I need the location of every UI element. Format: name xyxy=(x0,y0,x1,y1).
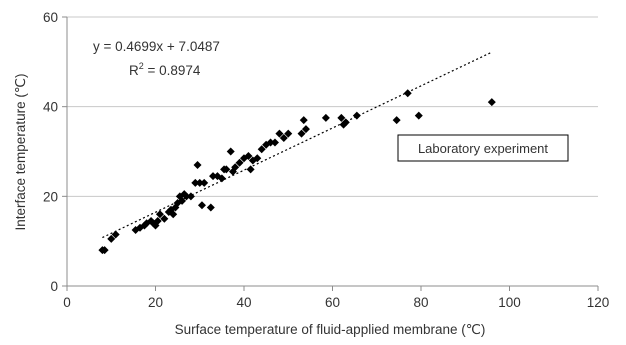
data-point xyxy=(403,89,412,98)
data-point xyxy=(270,138,279,147)
data-point xyxy=(266,138,275,147)
r-squared-exponent: 2 xyxy=(139,61,144,71)
grid-layer xyxy=(67,16,598,197)
data-point xyxy=(160,214,169,223)
data-point xyxy=(284,129,293,138)
x-tick-label-100: 100 xyxy=(498,295,521,310)
y-tick-label-40: 40 xyxy=(43,100,58,115)
y-axis-label: Interface temperature (℃) xyxy=(13,74,28,231)
data-point xyxy=(186,192,195,201)
r-squared-value: = 0.8974 xyxy=(144,63,201,78)
y-tick-label-0: 0 xyxy=(50,279,58,294)
data-point xyxy=(111,230,120,239)
data-point xyxy=(153,216,162,225)
data-point xyxy=(191,178,200,187)
legend-label: Laboratory experiment xyxy=(418,141,548,156)
legend-frame xyxy=(397,134,569,162)
data-point xyxy=(257,145,266,154)
data-point xyxy=(231,163,240,172)
trendline-equation: y = 0.4699x + 7.0487 xyxy=(93,39,220,54)
data-point xyxy=(222,165,231,174)
x-axis-label: Surface temperature of fluid-applied mem… xyxy=(175,322,486,337)
data-point xyxy=(178,196,187,205)
data-point xyxy=(487,98,496,107)
data-points-layer xyxy=(98,89,496,255)
data-point xyxy=(337,113,346,122)
data-point xyxy=(206,203,215,212)
data-point xyxy=(279,134,288,143)
r-squared-label: R2 = 0.8974 xyxy=(129,61,201,78)
data-point xyxy=(217,174,226,183)
data-point xyxy=(246,165,255,174)
data-point xyxy=(341,118,350,127)
data-point xyxy=(226,147,235,156)
x-tick-label-0: 0 xyxy=(63,295,71,310)
data-point xyxy=(100,246,109,255)
data-point xyxy=(301,125,310,134)
tick-labels-layer: 0 20 40 60 80 100 120 0 20 40 60 xyxy=(43,10,609,310)
data-point xyxy=(197,201,206,210)
axes-layer xyxy=(62,16,599,291)
data-point xyxy=(209,172,218,181)
data-point xyxy=(299,116,308,125)
data-point xyxy=(193,160,202,169)
r-squared-symbol: R xyxy=(129,63,139,78)
x-tick-label-60: 60 xyxy=(325,295,340,310)
data-point xyxy=(195,178,204,187)
x-tick-label-20: 20 xyxy=(148,295,163,310)
legend-box: Laboratory experiment xyxy=(397,134,569,162)
data-point xyxy=(352,111,361,120)
data-point xyxy=(182,192,191,201)
data-point xyxy=(414,111,423,120)
data-point xyxy=(155,210,164,219)
x-tick-label-80: 80 xyxy=(413,295,428,310)
data-point xyxy=(253,154,262,163)
y-tick-label-60: 60 xyxy=(43,10,58,25)
data-point xyxy=(392,116,401,125)
data-point xyxy=(169,210,178,219)
data-point xyxy=(107,234,116,243)
data-point xyxy=(321,113,330,122)
data-point xyxy=(200,178,209,187)
data-point xyxy=(244,151,253,160)
x-tick-label-40: 40 xyxy=(236,295,251,310)
data-point xyxy=(235,158,244,167)
data-point xyxy=(275,129,284,138)
y-tick-label-20: 20 xyxy=(43,189,58,204)
data-point xyxy=(297,129,306,138)
x-tick-label-120: 120 xyxy=(587,295,610,310)
